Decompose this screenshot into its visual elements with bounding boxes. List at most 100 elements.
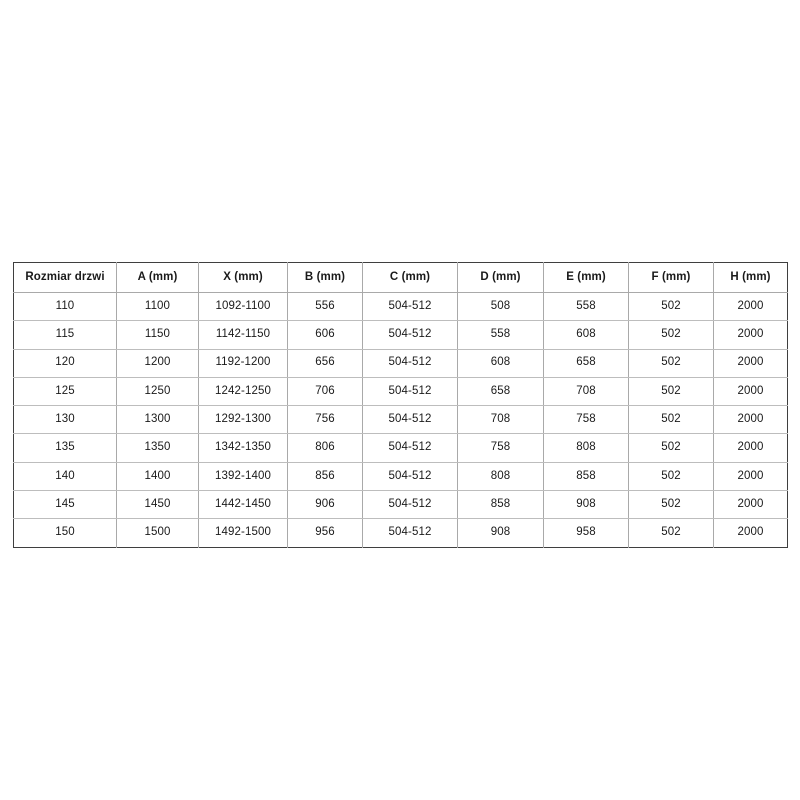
table-row: 130 1300 1292-1300 756 504-512 708 758 502 2000: [13, 405, 788, 435]
column-header-d: D (mm): [457, 262, 544, 293]
cell-h: 2000: [713, 376, 788, 407]
table-row: 120 1200 1192-1200 656 504-512 608 658 502 2000: [13, 348, 788, 378]
cell-x: 1292-1300: [198, 405, 288, 435]
cell-h: 2000: [713, 348, 788, 378]
column-header-x: X (mm): [198, 262, 288, 293]
cell-e: 608: [543, 320, 629, 350]
cell-x: 1392-1400: [198, 461, 288, 492]
cell-a: 1250: [116, 376, 199, 407]
door-size-specification-table: Rozmiar drzwi A (mm) X (mm) B (mm) C (mm…: [13, 262, 788, 548]
cell-x: 1342-1350: [198, 433, 288, 463]
cell-d: 508: [457, 291, 544, 322]
cell-c: 504-512: [362, 461, 458, 492]
specification-table-container: Rozmiar drzwi A (mm) X (mm) B (mm) C (mm…: [13, 262, 788, 548]
cell-b: 906: [287, 490, 363, 520]
cell-d: 908: [457, 518, 544, 548]
cell-h: 2000: [713, 405, 788, 435]
cell-f: 502: [628, 433, 714, 463]
cell-d: 608: [457, 348, 544, 378]
cell-c: 504-512: [362, 433, 458, 463]
cell-e: 658: [543, 348, 629, 378]
cell-f: 502: [628, 348, 714, 378]
table-row: 150 1500 1492-1500 956 504-512 908 958 502 2000: [13, 518, 788, 548]
cell-h: 2000: [713, 518, 788, 548]
table-header: Rozmiar drzwi A (mm) X (mm) B (mm) C (mm…: [13, 262, 788, 293]
table-row: 135 1350 1342-1350 806 504-512 758 808 502 2000: [13, 433, 788, 463]
cell-b: 756: [287, 405, 363, 435]
table-row: 125 1250 1242-1250 706 504-512 658 708 502 2000: [13, 376, 788, 407]
cell-size: 145: [13, 490, 117, 520]
cell-x: 1242-1250: [198, 376, 288, 407]
table-header-row: Rozmiar drzwi A (mm) X (mm) B (mm) C (mm…: [13, 262, 788, 293]
cell-x: 1442-1450: [198, 490, 288, 520]
cell-h: 2000: [713, 490, 788, 520]
cell-size: 135: [13, 433, 117, 463]
cell-d: 758: [457, 433, 544, 463]
cell-h: 2000: [713, 433, 788, 463]
cell-e: 908: [543, 490, 629, 520]
cell-size: 150: [13, 518, 117, 548]
cell-c: 504-512: [362, 490, 458, 520]
cell-size: 125: [13, 376, 117, 407]
cell-a: 1300: [116, 405, 199, 435]
column-header-b: B (mm): [287, 262, 363, 293]
table-row: 145 1450 1442-1450 906 504-512 858 908 502 2000: [13, 490, 788, 520]
cell-b: 656: [287, 348, 363, 378]
cell-size: 120: [13, 348, 117, 378]
column-header-h: H (mm): [713, 262, 788, 293]
cell-x: 1492-1500: [198, 518, 288, 548]
cell-x: 1192-1200: [198, 348, 288, 378]
cell-size: 115: [13, 320, 117, 350]
cell-size: 130: [13, 405, 117, 435]
cell-a: 1350: [116, 433, 199, 463]
cell-c: 504-512: [362, 518, 458, 548]
cell-c: 504-512: [362, 376, 458, 407]
table-row: 115 1150 1142-1150 606 504-512 558 608 502 2000: [13, 320, 788, 350]
cell-f: 502: [628, 461, 714, 492]
cell-d: 708: [457, 405, 544, 435]
cell-b: 956: [287, 518, 363, 548]
column-header-c: C (mm): [362, 262, 458, 293]
cell-b: 706: [287, 376, 363, 407]
cell-a: 1500: [116, 518, 199, 548]
cell-f: 502: [628, 490, 714, 520]
cell-a: 1450: [116, 490, 199, 520]
cell-f: 502: [628, 320, 714, 350]
cell-x: 1142-1150: [198, 320, 288, 350]
cell-f: 502: [628, 518, 714, 548]
cell-h: 2000: [713, 461, 788, 492]
column-header-e: E (mm): [543, 262, 629, 293]
cell-size: 110: [13, 291, 117, 322]
cell-f: 502: [628, 376, 714, 407]
cell-e: 958: [543, 518, 629, 548]
cell-a: 1100: [116, 291, 199, 322]
cell-f: 502: [628, 405, 714, 435]
cell-b: 556: [287, 291, 363, 322]
cell-d: 858: [457, 490, 544, 520]
cell-c: 504-512: [362, 291, 458, 322]
column-header-size: Rozmiar drzwi: [13, 262, 117, 293]
cell-b: 806: [287, 433, 363, 463]
cell-a: 1200: [116, 348, 199, 378]
table-row: 110 1100 1092-1100 556 504-512 508 558 502 2000: [13, 291, 788, 322]
cell-c: 504-512: [362, 320, 458, 350]
cell-b: 606: [287, 320, 363, 350]
cell-f: 502: [628, 291, 714, 322]
table-body: 110 1100 1092-1100 556 504-512 508 558 502 2000 1…: [13, 291, 788, 548]
cell-d: 558: [457, 320, 544, 350]
cell-e: 708: [543, 376, 629, 407]
cell-b: 856: [287, 461, 363, 492]
cell-a: 1150: [116, 320, 199, 350]
column-header-a: A (mm): [116, 262, 199, 293]
cell-e: 758: [543, 405, 629, 435]
cell-d: 808: [457, 461, 544, 492]
cell-x: 1092-1100: [198, 291, 288, 322]
cell-c: 504-512: [362, 348, 458, 378]
cell-a: 1400: [116, 461, 199, 492]
table-row: 140 1400 1392-1400 856 504-512 808 858 502 2000: [13, 461, 788, 492]
column-header-f: F (mm): [628, 262, 714, 293]
cell-e: 558: [543, 291, 629, 322]
cell-e: 808: [543, 433, 629, 463]
cell-d: 658: [457, 376, 544, 407]
